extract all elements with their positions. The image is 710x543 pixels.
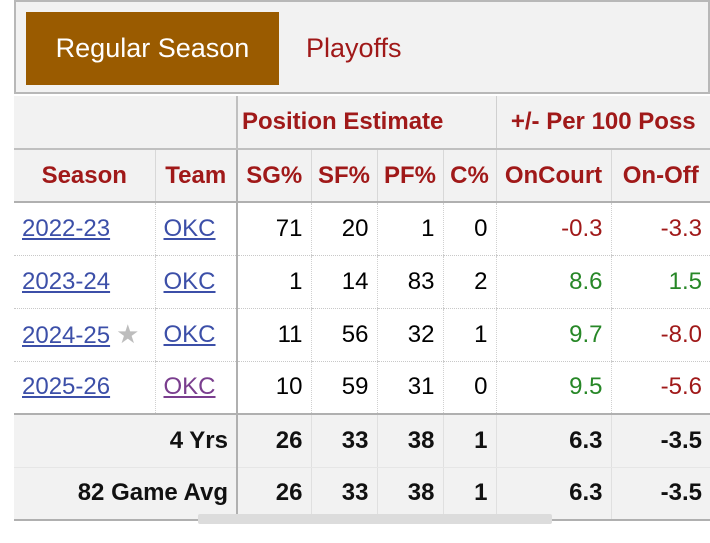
column-header-row: Season Team SG% SF% PF% C% OnCourt On-Of… <box>14 148 710 203</box>
table-row: 2022-23 OKC 71 20 1 0 -0.3 -3.3 <box>14 202 710 256</box>
totals-label: 4 Yrs <box>14 413 237 468</box>
pf-pct-cell: 38 <box>376 413 443 468</box>
season-cell: 2024-25 ★ <box>14 308 155 362</box>
season-link[interactable]: 2023-24 <box>22 267 111 295</box>
col-on-off[interactable]: On-Off <box>610 148 710 203</box>
team-cell: OKC <box>154 202 237 256</box>
c-pct-cell: 1 <box>442 413 496 468</box>
horizontal-scrollbar[interactable] <box>198 514 552 524</box>
season-link[interactable]: 2024-25 <box>22 322 111 349</box>
c-pct-cell: 0 <box>442 361 496 415</box>
oncourt-cell: 6.3 <box>495 467 611 521</box>
team-cell: OKC <box>154 361 237 415</box>
table-row: 2025-26 OKC 10 59 31 0 9.5 -5.6 <box>14 361 710 415</box>
col-oncourt[interactable]: OnCourt <box>495 148 611 203</box>
sg-pct-cell: 1 <box>236 255 311 309</box>
sf-pct-cell: 59 <box>310 361 377 415</box>
season-link[interactable]: 2025-26 <box>22 373 111 401</box>
season-cell: 2023-24 <box>14 255 155 309</box>
pf-pct-cell: 1 <box>376 202 443 256</box>
oncourt-cell: 9.7 <box>495 308 611 362</box>
team-link[interactable]: OKC <box>163 214 216 242</box>
season-link[interactable]: 2022-23 <box>22 214 111 242</box>
team-cell: OKC <box>154 308 237 362</box>
season-tabs: Regular Season Playoffs <box>14 0 710 94</box>
totals-row: 82 Game Avg 26 33 38 1 6.3 -3.5 <box>14 467 710 521</box>
oncourt-cell: 9.5 <box>495 361 611 415</box>
star-icon: ★ <box>116 319 140 349</box>
sg-pct-cell: 11 <box>236 308 311 362</box>
oncourt-cell: 6.3 <box>495 413 611 468</box>
col-season[interactable]: Season <box>14 148 155 203</box>
sg-pct-cell: 26 <box>236 413 311 468</box>
tab-regular-season[interactable]: Regular Season <box>26 12 279 85</box>
totals-row: 4 Yrs 26 33 38 1 6.3 -3.5 <box>14 413 710 468</box>
sg-pct-cell: 10 <box>236 361 311 415</box>
tab-playoffs[interactable]: Playoffs <box>306 33 402 63</box>
on-off-cell: -5.6 <box>610 361 710 415</box>
col-sf-pct[interactable]: SF% <box>310 148 377 203</box>
sf-pct-cell: 33 <box>310 413 377 468</box>
season-cell: 2022-23 <box>14 202 155 256</box>
oncourt-cell: 8.6 <box>495 255 611 309</box>
sg-pct-cell: 71 <box>236 202 311 256</box>
col-c-pct[interactable]: C% <box>442 148 496 203</box>
col-team[interactable]: Team <box>154 148 237 203</box>
table-row: 2023-24 OKC 1 14 83 2 8.6 1.5 <box>14 255 710 309</box>
c-pct-cell: 1 <box>442 467 496 521</box>
team-link[interactable]: OKC <box>163 320 216 348</box>
sf-pct-cell: 33 <box>310 467 377 521</box>
sg-pct-cell: 26 <box>236 467 311 521</box>
pf-pct-cell: 38 <box>376 467 443 521</box>
season-cell: 2025-26 <box>14 361 155 415</box>
sf-pct-cell: 20 <box>310 202 377 256</box>
overheader-plus-minus: +/- Per 100 Poss <box>495 96 710 149</box>
c-pct-cell: 1 <box>442 308 496 362</box>
stats-table: Position Estimate +/- Per 100 Poss Seaso… <box>14 96 710 521</box>
col-sg-pct[interactable]: SG% <box>236 148 311 203</box>
sf-pct-cell: 14 <box>310 255 377 309</box>
on-off-cell: -3.3 <box>610 202 710 256</box>
pf-pct-cell: 32 <box>376 308 443 362</box>
pf-pct-cell: 31 <box>376 361 443 415</box>
totals-label: 82 Game Avg <box>14 467 237 521</box>
on-off-cell: -8.0 <box>610 308 710 362</box>
c-pct-cell: 0 <box>442 202 496 256</box>
overheader-blank <box>14 96 237 150</box>
team-link[interactable]: OKC <box>163 373 216 401</box>
sf-pct-cell: 56 <box>310 308 377 362</box>
on-off-cell: 1.5 <box>610 255 710 309</box>
on-off-cell: -3.5 <box>610 467 710 521</box>
pf-pct-cell: 83 <box>376 255 443 309</box>
oncourt-cell: -0.3 <box>495 202 611 256</box>
column-group-header: Position Estimate +/- Per 100 Poss <box>14 96 710 150</box>
team-link[interactable]: OKC <box>163 267 216 295</box>
table-row: 2024-25 ★ OKC 11 56 32 1 9.7 -8.0 <box>14 308 710 362</box>
overheader-position-estimate: Position Estimate <box>236 96 496 149</box>
team-cell: OKC <box>154 255 237 309</box>
c-pct-cell: 2 <box>442 255 496 309</box>
on-off-cell: -3.5 <box>610 413 710 468</box>
col-pf-pct[interactable]: PF% <box>376 148 443 203</box>
